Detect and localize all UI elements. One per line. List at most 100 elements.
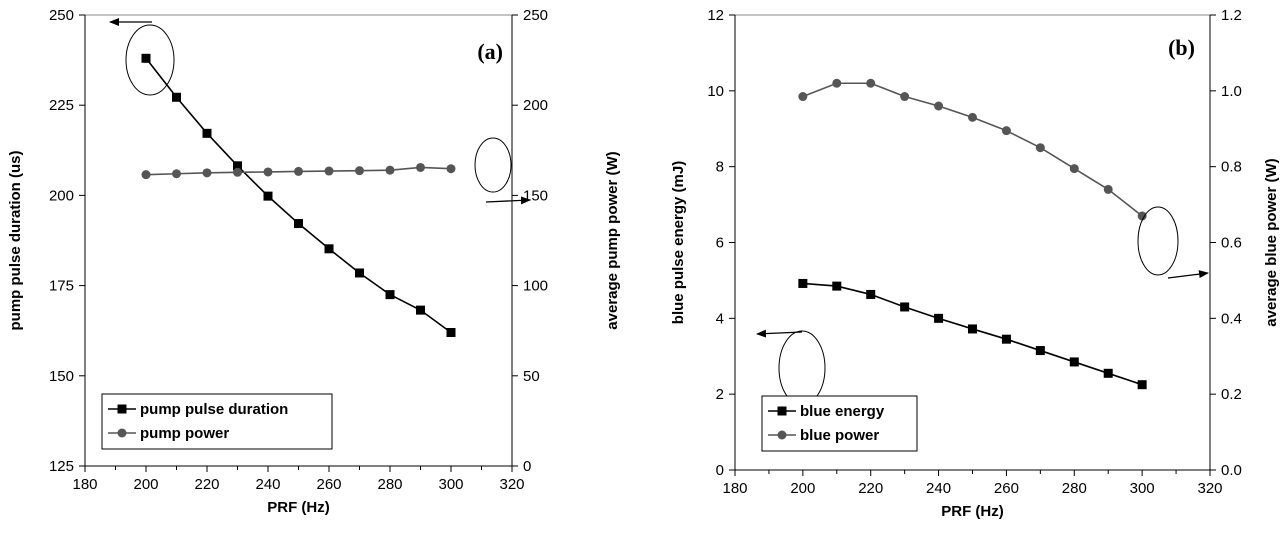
left-y-tick-label: 125	[49, 458, 74, 475]
data-point-circle	[1069, 164, 1079, 174]
right-y-tick-label: 0.2	[1221, 386, 1242, 403]
x-tick-label: 180	[72, 476, 97, 493]
chart-panel-b: 180 200 220 240 260 280 300 320 0 2 4 6 8 10 12 0.0 0.2 0…	[670, 7, 1280, 520]
left-y-tick-label: 0	[716, 462, 724, 479]
data-point-square	[1001, 334, 1011, 344]
x-tick-label: 260	[994, 480, 1019, 497]
x-tick-label: 220	[194, 476, 219, 493]
left-y-tick-label: 150	[49, 368, 74, 385]
legend-marker-circle	[117, 428, 127, 438]
data-point-square	[263, 191, 273, 201]
data-point-circle	[1137, 211, 1147, 221]
data-point-square	[385, 290, 395, 300]
right-y-tick-label: 0.6	[1221, 235, 1242, 252]
right-y-tick-label: 0.0	[1221, 462, 1242, 479]
right-y-axis-label: average pump power (W)	[604, 151, 621, 329]
right-axis-indicator-ellipse	[474, 137, 512, 193]
x-tick-label: 320	[1197, 480, 1222, 497]
legend: pump pulse duration pump power	[101, 393, 333, 450]
data-point-circle	[233, 167, 242, 177]
data-point-square	[798, 278, 808, 288]
data-point-circle	[355, 166, 364, 176]
right-y-axis-label: average blue power (W)	[1263, 158, 1280, 326]
legend-label: pump pulse duration	[140, 401, 288, 418]
data-point-circle	[263, 167, 273, 177]
data-point-circle	[1103, 184, 1113, 194]
legend-label: pump power	[140, 425, 229, 442]
x-tick-label: 300	[1130, 480, 1155, 497]
legend-label: blue energy	[800, 403, 885, 420]
right-y-tick-label: 200	[523, 97, 548, 114]
left-y-axis-label: pump pulse duration (us)	[7, 151, 24, 331]
left-axis-indicator-arrow	[756, 329, 803, 338]
data-point-circle	[172, 169, 181, 179]
x-tick-label: 280	[1062, 480, 1087, 497]
data-point-circle	[294, 166, 303, 176]
right-axis-indicator-ellipse	[1137, 206, 1179, 276]
legend-label: blue power	[800, 427, 879, 444]
legend-marker-circle	[777, 430, 787, 440]
right-y-tick-label: 100	[523, 278, 548, 295]
right-y-tick-label: 0.8	[1221, 159, 1242, 176]
right-axis-indicator-arrow	[1167, 270, 1209, 279]
right-y-tick-label: 50	[523, 368, 540, 385]
panel-label: (a)	[477, 39, 503, 64]
data-point-square	[172, 92, 181, 102]
legend-box	[101, 393, 333, 450]
right-axis-indicator-arrow	[485, 196, 531, 205]
left-y-tick-label: 175	[49, 278, 74, 295]
left-axis-indicator-ellipse	[778, 330, 826, 406]
data-point-square	[866, 289, 876, 299]
series-line-blue-power	[802, 82, 1143, 217]
x-tick-label: 240	[926, 480, 951, 497]
data-point-circle	[900, 92, 910, 102]
data-point-square	[900, 302, 910, 312]
legend-box	[761, 395, 918, 452]
legend-marker-square	[777, 406, 787, 416]
left-y-tick-label: 6	[716, 235, 724, 252]
right-y-tick-label: 0	[523, 458, 531, 475]
x-axis-label: PRF (Hz)	[941, 503, 1004, 520]
x-tick-label: 300	[438, 476, 463, 493]
data-point-circle	[446, 164, 456, 174]
legend-marker-square	[117, 404, 127, 414]
left-y-tick-label: 250	[49, 7, 74, 24]
x-tick-label: 320	[499, 476, 524, 493]
data-point-square	[832, 281, 842, 291]
data-point-square	[1103, 368, 1113, 378]
data-point-square	[968, 324, 977, 334]
data-point-square	[416, 305, 425, 315]
data-point-square	[294, 219, 303, 229]
data-point-circle	[832, 78, 842, 88]
x-tick-label: 240	[255, 476, 280, 493]
data-point-square	[1035, 346, 1045, 356]
x-tick-label: 260	[316, 476, 341, 493]
left-y-tick-label: 8	[716, 159, 724, 176]
data-point-square	[446, 328, 456, 338]
left-y-tick-label: 200	[49, 187, 74, 204]
data-point-circle	[324, 166, 334, 176]
data-point-square	[141, 53, 151, 63]
series-line-pump-pulse-duration	[145, 57, 452, 334]
x-tick-label: 180	[722, 480, 747, 497]
data-point-circle	[385, 165, 395, 175]
x-tick-label: 200	[133, 476, 158, 493]
data-point-square	[233, 161, 242, 171]
data-point-circle	[202, 168, 212, 178]
data-point-square	[355, 268, 364, 278]
right-y-tick-label: 0.4	[1221, 310, 1242, 327]
data-point-circle	[416, 162, 425, 172]
x-tick-label: 200	[790, 480, 815, 497]
data-point-square	[324, 244, 334, 254]
data-point-square	[1069, 357, 1079, 367]
left-axis-indicator-ellipse	[125, 24, 175, 96]
data-point-circle	[1035, 143, 1045, 153]
panel-label: (b)	[1168, 35, 1195, 60]
left-y-tick-label: 12	[707, 7, 724, 24]
data-point-circle	[866, 78, 876, 88]
left-y-axis-label: blue pulse energy (mJ)	[670, 161, 687, 324]
data-point-square	[934, 313, 944, 323]
right-y-tick-label: 250	[523, 7, 548, 24]
data-point-circle	[798, 92, 808, 102]
